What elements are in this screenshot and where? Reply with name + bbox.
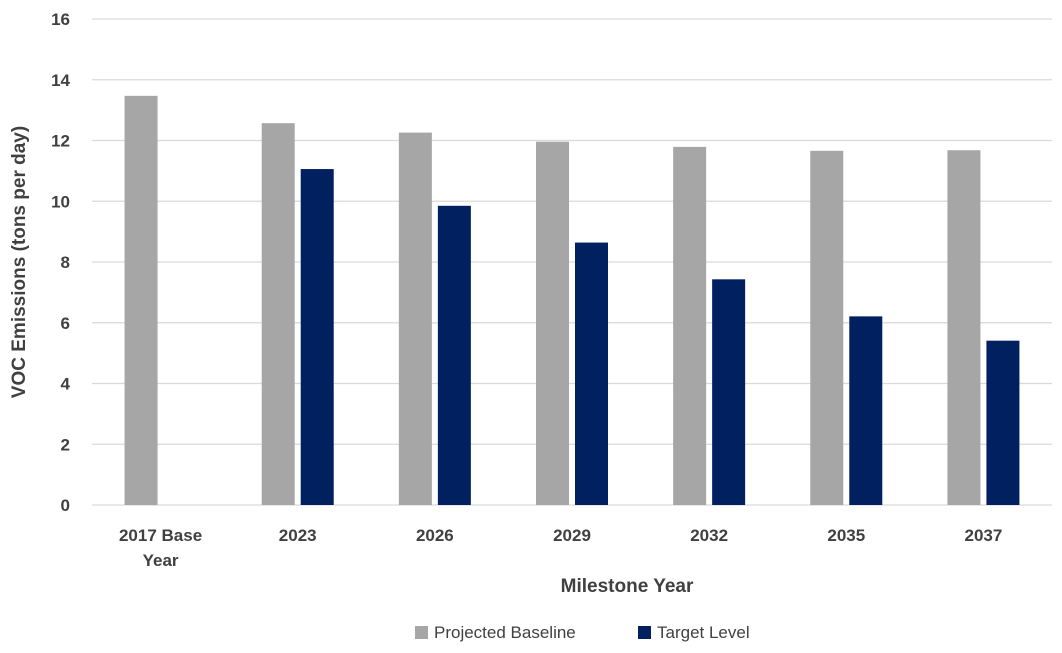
- baseline-bar: [536, 141, 569, 505]
- baseline-bar: [261, 123, 295, 505]
- target-bar: [712, 279, 746, 505]
- baseline-bar: [947, 150, 981, 505]
- x-category-label: 2026: [416, 526, 454, 545]
- y-tick-label: 2: [61, 435, 70, 454]
- legend-swatch: [415, 626, 428, 639]
- gridlines: [92, 18, 1052, 506]
- legend-swatch: [638, 626, 651, 639]
- y-axis-ticks: 0 2 4 6 8 10 12 14 16: [51, 10, 70, 515]
- bars: [124, 95, 1020, 506]
- y-tick-label: 8: [61, 253, 70, 272]
- y-tick-label: 0: [61, 496, 70, 515]
- x-axis-title: Milestone Year: [561, 576, 694, 597]
- y-tick-label: 10: [51, 192, 70, 211]
- target-bar: [849, 316, 883, 505]
- y-tick-label: 14: [51, 71, 70, 90]
- baseline-bar: [124, 95, 158, 505]
- legend-label: Projected Baseline: [434, 623, 576, 642]
- legend: Projected Baseline Target Level: [415, 623, 750, 642]
- legend-label: Target Level: [657, 623, 750, 642]
- target-bar: [575, 242, 608, 505]
- target-bar: [300, 169, 334, 506]
- legend-item: Target Level: [638, 623, 750, 642]
- legend-item: Projected Baseline: [415, 623, 576, 642]
- y-axis-title: VOC Emissions (tons per day): [9, 126, 30, 398]
- x-category-label: 2017 Base Year: [119, 526, 202, 570]
- x-axis-categories: 2017 Base Year 2023 2026 2029 2032 2035 2037: [119, 526, 1002, 570]
- x-category-label: 2035: [827, 526, 865, 545]
- y-tick-label: 16: [51, 10, 70, 29]
- y-tick-label: 6: [61, 314, 70, 333]
- x-category-label: 2029: [553, 526, 591, 545]
- x-category-label: 2037: [965, 526, 1003, 545]
- baseline-bar: [398, 132, 432, 506]
- x-category-label: 2023: [279, 526, 317, 545]
- y-tick-label: 12: [51, 132, 70, 151]
- baseline-bar: [673, 146, 707, 505]
- target-bar: [986, 340, 1020, 505]
- target-bar: [437, 205, 471, 505]
- y-tick-label: 4: [61, 375, 71, 394]
- baseline-bar: [810, 150, 844, 505]
- x-category-label: 2032: [690, 526, 728, 545]
